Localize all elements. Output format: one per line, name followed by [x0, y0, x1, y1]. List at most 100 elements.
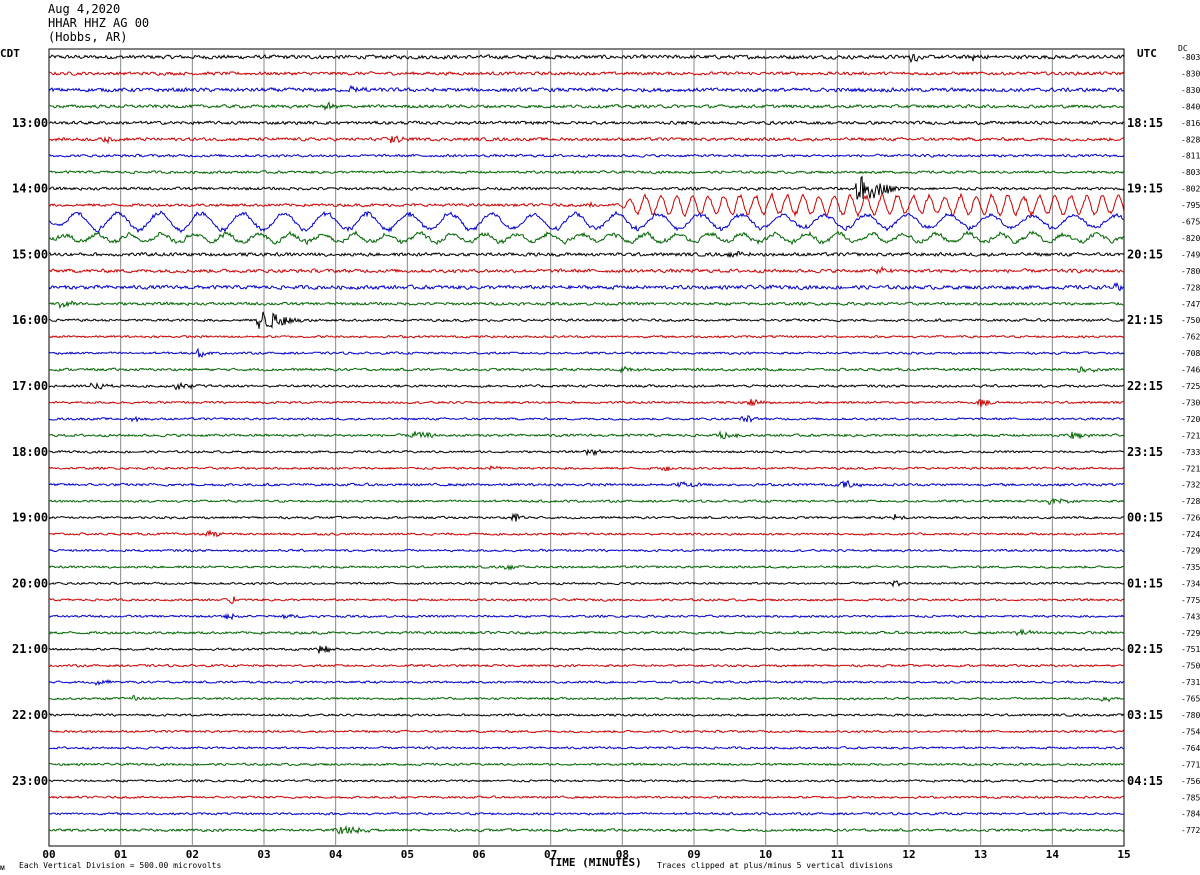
dc-offset-label: -735 [1181, 563, 1200, 572]
right-hour-label: 02:15 [1127, 642, 1163, 656]
footer-mark: ᴍ [0, 863, 5, 872]
x-tick-label: 01 [114, 848, 128, 861]
left-timezone-label: CDT [0, 47, 20, 60]
trace-row-42 [48, 746, 1125, 750]
x-tick-labels: 00 01 02 03 04 05 06 07 08 09 10 11 12 13 14 15 [42, 848, 1130, 861]
trace-row-16 [48, 311, 1125, 329]
trace-row-20 [48, 381, 1125, 391]
left-hour-label: 13:00 [12, 116, 48, 130]
dc-offset-label: -803 [1181, 53, 1200, 62]
dc-label: DC [1178, 44, 1188, 53]
dc-offset-label: -754 [1181, 727, 1200, 736]
x-tick-label: 13 [974, 848, 987, 861]
trace-row-18 [48, 347, 1125, 359]
dc-offset-label: -816 [1181, 119, 1200, 128]
dc-offset-label: -729 [1181, 629, 1200, 638]
trace-row-10 [48, 210, 1125, 234]
dc-offset-label: -708 [1181, 349, 1200, 358]
trace-row-1 [48, 70, 1125, 76]
left-hour-label: 19:00 [12, 511, 48, 525]
right-hour-label: 18:15 [1127, 116, 1163, 130]
x-tick-label: 08 [616, 848, 629, 861]
dc-offset-label: -743 [1181, 612, 1200, 621]
trace-row-37 [48, 663, 1124, 668]
trace-row-44 [48, 779, 1125, 783]
trace-row-32 [48, 580, 1125, 588]
trace-row-30 [48, 548, 1124, 553]
trace-row-47 [48, 824, 1125, 835]
left-hour-label: 16:00 [12, 313, 48, 327]
dc-offset-label: -795 [1181, 201, 1200, 210]
dc-offset-labels: -803 -830 -830 -840 -816 -828 -811 -803 -802 -795… [1181, 53, 1200, 835]
left-hour-label: 18:00 [12, 445, 48, 459]
dc-offset-label: -724 [1181, 530, 1200, 539]
trace-row-46 [48, 811, 1125, 816]
dc-offset-label: -764 [1181, 744, 1200, 753]
dc-offset-label: -756 [1181, 777, 1200, 786]
left-hour-label: 20:00 [12, 576, 48, 590]
trace-row-40 [48, 713, 1125, 717]
dc-offset-label: -820 [1181, 234, 1200, 243]
trace-row-33 [48, 596, 1125, 605]
dc-offset-label: -732 [1181, 481, 1200, 490]
trace-row-15 [48, 300, 1125, 310]
dc-offset-label: -771 [1181, 760, 1200, 769]
dc-offset-label: -765 [1181, 695, 1200, 704]
trace-row-19 [48, 365, 1125, 374]
trace-row-24 [48, 448, 1125, 457]
right-hour-label: 20:15 [1127, 247, 1163, 261]
trace-row-31 [48, 564, 1125, 571]
trace-row-3 [48, 101, 1125, 111]
clip-note: Traces clipped at plus/minus 5 vertical … [657, 861, 893, 870]
left-hour-label: 23:00 [12, 774, 48, 788]
trace-row-14 [48, 281, 1125, 292]
trace-row-36 [48, 645, 1124, 654]
trace-row-11 [48, 229, 1125, 246]
dc-offset-label: -780 [1181, 711, 1200, 720]
trace-row-6 [49, 153, 1125, 158]
right-hour-label: 23:15 [1127, 445, 1163, 459]
trace-row-26 [48, 479, 1125, 488]
right-timezone-label: UTC [1137, 47, 1157, 60]
x-tick-label: 06 [472, 848, 486, 861]
dc-offset-label: -728 [1181, 497, 1200, 506]
x-tick-label: 03 [257, 848, 270, 861]
dc-offset-label: -731 [1181, 678, 1200, 687]
dc-offset-label: -728 [1181, 283, 1200, 292]
right-hour-label: 19:15 [1127, 182, 1163, 196]
dc-offset-label: -802 [1181, 185, 1200, 194]
trace-row-38 [48, 678, 1125, 686]
trace-row-27 [48, 497, 1125, 505]
x-tick-label: 09 [687, 848, 700, 861]
dc-offset-label: -746 [1181, 366, 1200, 375]
trace-row-35 [48, 628, 1125, 637]
trace-row-13 [48, 265, 1124, 276]
dc-offset-label: -775 [1181, 596, 1200, 605]
dc-offset-label: -749 [1181, 250, 1200, 259]
dc-offset-label: -720 [1181, 415, 1200, 424]
dc-offset-label: -785 [1181, 793, 1200, 802]
right-hour-label: 03:15 [1127, 708, 1163, 722]
trace-row-34 [48, 612, 1125, 621]
dc-offset-label: -830 [1181, 69, 1200, 78]
header-location: (Hobbs, AR) [48, 30, 127, 44]
left-hour-labels: 13:00 14:00 15:00 16:00 17:00 18:00 19:00 20:00… [12, 116, 48, 788]
dc-offset-label: -784 [1181, 810, 1200, 819]
x-tick-label: 11 [831, 848, 845, 861]
x-tick-label: 10 [759, 848, 772, 861]
dc-offset-label: -721 [1181, 431, 1200, 440]
trace-row-25 [48, 464, 1125, 472]
dc-offset-label: -729 [1181, 547, 1200, 556]
trace-row-43 [48, 762, 1125, 767]
dc-offset-label: -840 [1181, 102, 1200, 111]
x-tick-label: 04 [329, 848, 343, 861]
left-hour-label: 17:00 [12, 379, 48, 393]
x-tick-label: 02 [186, 848, 199, 861]
dc-offset-label: -811 [1181, 152, 1200, 161]
dc-offset-label: -830 [1181, 86, 1200, 95]
dc-offset-label: -730 [1181, 398, 1200, 407]
trace-row-22 [48, 415, 1125, 423]
trace-row-29 [48, 528, 1125, 538]
trace-row-0 [48, 53, 1125, 64]
